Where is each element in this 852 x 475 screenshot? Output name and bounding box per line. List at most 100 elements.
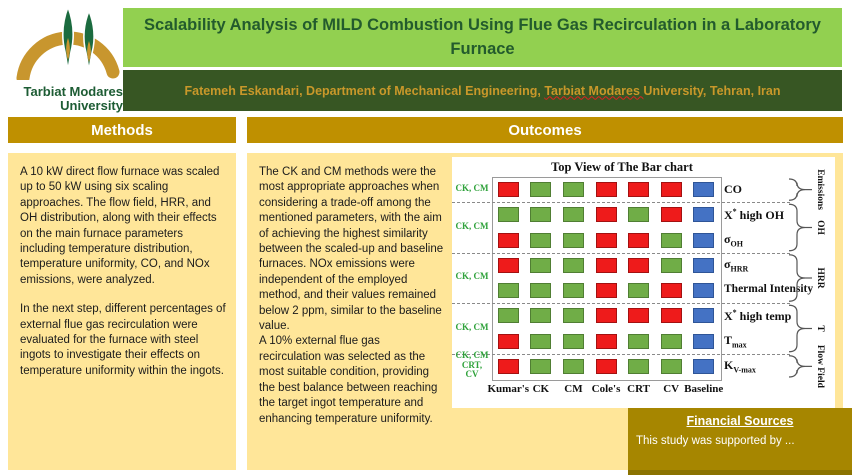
chart-cell [628,182,650,198]
chart-cell [530,207,552,223]
logo-line2: University [60,97,123,113]
tmu-logo-icon [16,4,120,85]
methods-heading: Methods [91,121,153,139]
financial-sources-box: Financial Sources This study was support… [628,408,852,475]
brace-icon [788,254,806,302]
chart-best-methods-label: CK, CM CRT, CV [455,350,489,380]
chart-cell [562,207,584,223]
chart-cell [660,283,682,299]
author-suffix: University, Tehran, Iran [643,83,781,98]
chart-cell [628,358,650,374]
chart-cell [660,358,682,374]
chart-column-label: CK [532,383,550,395]
methods-header: Methods [8,117,236,143]
chart-cell [693,308,715,324]
chart-cell [530,182,552,198]
financial-body: This study was supported by ... [636,435,795,447]
chart-row-label: X* high temp [724,307,792,323]
author-university: Tarbiat Modares [544,83,644,98]
chart-cell [628,308,650,324]
chart-cell [693,207,715,223]
chart-plot-area [492,177,722,381]
chart-cell [497,283,519,299]
chart-cell [693,182,715,198]
chart-cell [693,333,715,349]
brace-icon [788,203,806,252]
chart-best-methods-label: CK, CM [455,321,489,332]
chart-cell [562,308,584,324]
chart-cell [595,333,617,349]
chart-cell [595,232,617,248]
chart-group-divider [452,202,790,204]
chart-cell [562,358,584,374]
chart-cell [660,308,682,324]
chart-cell [595,182,617,198]
chart-cell [497,182,519,198]
brace-icon [788,304,806,353]
chart-cell [628,257,650,273]
chart-cell [497,232,519,248]
chart-cell [562,232,584,248]
chart-cell [530,308,552,324]
chart-cell [595,207,617,223]
chart-cell [530,333,552,349]
financial-heading: Financial Sources [686,414,794,428]
chart-group-divider [452,303,790,305]
chart-column-label: CRT [627,383,650,395]
chart-group-label: Emissions [815,169,825,210]
outcomes-paragraph: The CK and CM methods were the most appr… [259,166,444,333]
chart-cell [660,257,682,273]
chart-column-label: CM [564,383,583,395]
chart-cell [693,283,715,299]
chart-group-divider [452,252,790,254]
bar-chart: Top View of The Bar chart CO X* high OH σO… [452,157,835,408]
chart-column-label: CV [663,383,680,395]
chart-cell [595,257,617,273]
chart-cell [628,333,650,349]
chart-cell [530,358,552,374]
chart-column-label: Cole's [591,383,621,395]
chart-group-divider [452,353,790,355]
chart-best-methods-label: CK, CM [455,271,489,282]
chart-cell [693,232,715,248]
chart-cell [562,283,584,299]
chart-cell [628,232,650,248]
chart-cell [628,283,650,299]
chart-cell [497,333,519,349]
chart-column-label: Kumar's [487,383,530,395]
brace-icon [788,355,806,378]
chart-row-label: σHRR [724,257,749,274]
chart-row-label: CO [724,181,742,196]
outcomes-header: Outcomes [247,117,843,143]
chart-cell [595,308,617,324]
chart-cell [497,358,519,374]
chart-row-label: σOH [724,232,743,249]
chart-cell [562,333,584,349]
chart-group-braces: Emissions OH HRR T Flow Field [788,169,825,389]
chart-cell [628,207,650,223]
chart-cell [595,283,617,299]
outcomes-text: The CK and CM methods were the most appr… [247,153,452,427]
chart-cell [497,257,519,273]
chart-cell [660,232,682,248]
chart-cell [530,283,552,299]
outcomes-paragraph: A 10% external flue gas recirculation wa… [259,335,438,425]
chart-cell [497,207,519,223]
chart-row-label: Thermal Intensity [724,282,814,295]
author-prefix: Fatemeh Eskandari, Department of Mechani… [184,83,545,98]
logo-line1: Tarbiat Modares [23,84,123,99]
methods-paragraph: In the next step, different percentages … [20,303,226,377]
author-bar: Fatemeh Eskandari, Department of Mechani… [123,70,842,111]
chart-cell [660,182,682,198]
author-line: Fatemeh Eskandari, Department of Mechani… [184,84,780,98]
poster-title: Scalability Analysis of MILD Combustion … [144,15,821,58]
chart-group-label: Flow Field [815,345,825,389]
chart-title: Top View of The Bar chart [551,160,693,174]
chart-group-label: HRR [815,267,825,288]
chart-row-label: X* high OH [724,206,785,222]
chart-column-label: Baseline [684,383,724,395]
methods-paragraph: A 10 kW direct flow furnace was scaled u… [20,166,220,286]
chart-cell [562,182,584,198]
chart-group-label: T [815,325,825,332]
